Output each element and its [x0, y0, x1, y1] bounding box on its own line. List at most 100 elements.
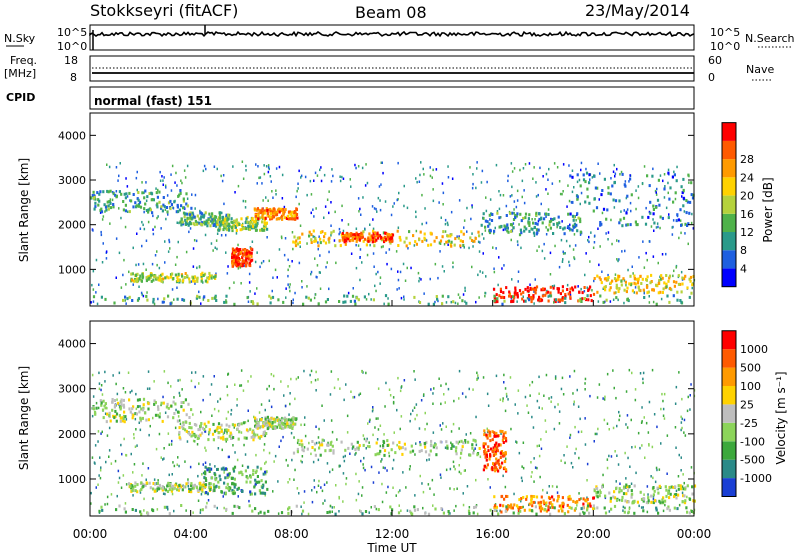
band-cell — [527, 294, 531, 297]
band-cell — [332, 451, 335, 455]
band-cell — [486, 463, 489, 467]
scatter-cell — [691, 212, 693, 216]
band-cell — [265, 207, 268, 211]
band-cell — [347, 446, 350, 450]
band-cell — [382, 231, 385, 235]
scatter-cell — [469, 432, 472, 435]
scatter-cell — [501, 267, 503, 270]
scatter-cell — [402, 471, 404, 474]
scatter-cell — [379, 208, 382, 212]
band-cell — [676, 213, 679, 217]
scatter-cell — [270, 180, 272, 183]
scatter-cell — [678, 503, 681, 507]
scatter-cell — [442, 203, 444, 206]
band-cell — [667, 171, 670, 175]
scatter-cell — [571, 169, 574, 172]
band-cell — [682, 177, 685, 181]
band-cell — [410, 511, 413, 515]
scatter-cell — [263, 448, 265, 452]
scatter-cell — [663, 392, 666, 396]
scatter-cell — [684, 434, 687, 437]
scatter-cell — [529, 394, 531, 397]
scatter-cell — [643, 416, 645, 419]
scatter-cell — [403, 184, 405, 188]
scatter-cell — [138, 285, 140, 288]
scatter-cell — [454, 301, 457, 305]
scatter-cell — [106, 163, 108, 166]
scatter-cell — [328, 250, 330, 254]
band-cell — [582, 178, 586, 182]
band-cell — [93, 207, 96, 211]
band-cell — [269, 217, 272, 221]
band-cell — [518, 498, 521, 502]
band-cell — [132, 405, 135, 409]
band-cell — [145, 276, 148, 280]
scatter-cell — [342, 177, 345, 180]
band-cell — [207, 420, 210, 424]
scatter-cell — [194, 282, 196, 285]
scatter-cell — [635, 471, 637, 475]
band-cell — [652, 493, 655, 497]
band-cell — [622, 216, 626, 220]
scatter-cell — [207, 499, 210, 502]
scatter-cell — [118, 207, 120, 210]
band-cell — [516, 295, 519, 299]
band-cell — [652, 501, 655, 505]
scatter-cell — [400, 509, 402, 512]
band-cell — [208, 482, 211, 486]
band-cell — [589, 504, 592, 508]
scatter-cell — [585, 252, 587, 255]
scatter-cell — [118, 174, 120, 178]
scatter-cell — [255, 453, 257, 457]
scatter-cell — [626, 414, 629, 417]
band-cell — [647, 499, 650, 503]
band-cell — [499, 290, 503, 293]
band-cell — [271, 295, 275, 299]
band-cell — [189, 211, 192, 215]
band-cell — [683, 277, 686, 281]
scatter-cell — [382, 171, 384, 175]
band-cell — [464, 439, 467, 442]
scatter-cell — [414, 494, 416, 497]
band-cell — [618, 487, 621, 491]
band-cell — [182, 206, 185, 210]
band-cell — [291, 210, 294, 214]
band-cell — [688, 295, 691, 299]
scatter-cell — [322, 502, 324, 505]
band-cell — [630, 489, 633, 493]
scatter-cell — [548, 167, 550, 171]
band-cell — [658, 203, 661, 207]
band-cell — [219, 220, 222, 224]
scatter-cell — [272, 490, 274, 493]
scatter-cell — [164, 492, 166, 496]
y-tick-label: 4000 — [58, 338, 86, 351]
scatter-cell — [477, 376, 479, 380]
scatter-cell — [379, 276, 382, 279]
scatter-cell — [580, 497, 582, 500]
scatter-cell — [573, 257, 576, 261]
scatter-cell — [641, 420, 643, 423]
band-cell — [202, 274, 205, 277]
band-cell — [122, 298, 125, 302]
band-cell — [181, 488, 184, 492]
scatter-cell — [119, 162, 121, 165]
scatter-cell — [587, 239, 589, 242]
band-cell — [188, 426, 191, 429]
band-cell — [354, 448, 357, 451]
scatter-cell — [320, 486, 322, 489]
scatter-cell — [132, 471, 134, 474]
scatter-cell — [351, 447, 354, 450]
band-cell — [604, 511, 608, 515]
scatter-cell — [597, 227, 599, 230]
scatter-cell — [132, 283, 134, 286]
scatter-cell — [122, 273, 124, 277]
band-cell — [189, 222, 192, 226]
band-cell — [258, 436, 261, 440]
scatter-cell — [421, 193, 423, 197]
scatter-cell — [504, 485, 507, 489]
band-cell — [578, 512, 582, 516]
band-cell — [150, 279, 153, 283]
scatter-cell — [379, 199, 381, 202]
scatter-cell — [362, 434, 365, 437]
band-cell — [254, 416, 257, 420]
